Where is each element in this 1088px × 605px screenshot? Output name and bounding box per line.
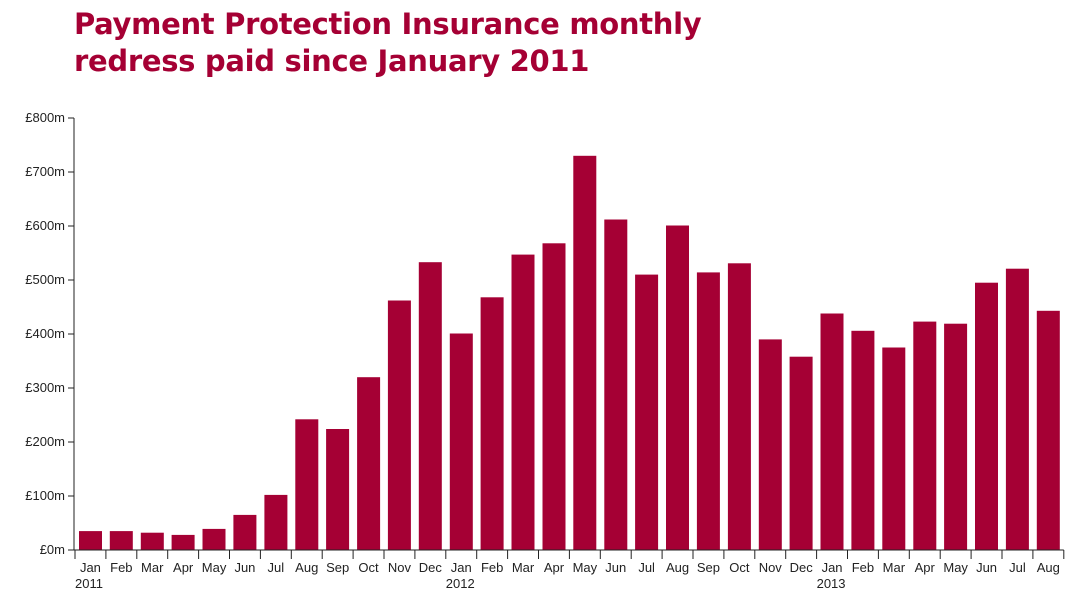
x-tick-label: May — [573, 560, 598, 575]
x-tick-label: Aug — [666, 560, 689, 575]
bar — [480, 297, 504, 550]
x-axis: Jan Feb Mar Apr May Jun Jul Aug Sep Oct Nov Dec Jan F… — [74, 549, 1065, 591]
x-tick-label: Jun — [976, 560, 997, 575]
x-tick-label: Feb — [852, 560, 874, 575]
bar — [573, 155, 597, 551]
x-tick-label: Nov — [759, 560, 783, 575]
bar — [79, 531, 102, 550]
bar — [449, 333, 473, 550]
bar — [233, 514, 257, 550]
x-tick-label: Jan — [822, 560, 843, 575]
x-tick-label: Dec — [419, 560, 443, 575]
y-tick-label: £800m — [25, 110, 65, 125]
x-tick-label: Jun — [605, 560, 626, 575]
y-tick-label: £600m — [25, 218, 65, 233]
x-tick-label: Apr — [173, 560, 194, 575]
bar — [418, 262, 442, 550]
bar — [357, 377, 381, 550]
x-tick-label: Mar — [883, 560, 906, 575]
bar — [820, 313, 844, 550]
y-tick-label: £0m — [40, 542, 65, 557]
y-tick-label: £400m — [25, 326, 65, 341]
y-axis: £0m £100m £200m £300m £400m £500m £600m £700m £8… — [25, 110, 75, 557]
x-tick-label: Jul — [1009, 560, 1026, 575]
x-tick-label: Aug — [295, 560, 318, 575]
x-tick-label: Dec — [790, 560, 814, 575]
y-tick-label: £100m — [25, 488, 65, 503]
bar — [944, 323, 968, 550]
y-tick-label: £500m — [25, 272, 65, 287]
bar — [758, 339, 782, 550]
bar — [789, 356, 813, 550]
y-tick-label: £200m — [25, 434, 65, 449]
bar — [882, 347, 906, 550]
x-year-label: 2011 — [75, 576, 103, 591]
bar — [511, 254, 535, 550]
bar — [975, 282, 998, 550]
bar — [1036, 310, 1060, 550]
x-tick-label: Apr — [915, 560, 936, 575]
bar — [696, 272, 720, 550]
bar — [140, 532, 164, 550]
x-tick-label: Jul — [268, 560, 285, 575]
bar — [604, 219, 628, 550]
bar — [295, 419, 319, 550]
x-tick-label: Mar — [512, 560, 535, 575]
y-tick-label: £300m — [25, 380, 65, 395]
x-tick-label: Aug — [1037, 560, 1060, 575]
bar — [542, 243, 566, 551]
chart-title: Payment Protection Insurance monthly red… — [74, 6, 702, 80]
x-tick-label: Nov — [388, 560, 412, 575]
x-tick-label: Apr — [544, 560, 565, 575]
bar — [851, 330, 875, 550]
x-tick-label: Jul — [638, 560, 655, 575]
x-tick-label: Jun — [234, 560, 255, 575]
x-year-label: 2013 — [817, 576, 846, 591]
x-tick-label: Jan — [80, 560, 101, 575]
bar — [913, 321, 937, 550]
bars-group — [79, 155, 1060, 551]
x-tick-label: May — [202, 560, 227, 575]
bar — [635, 274, 659, 550]
bar — [202, 528, 226, 550]
bar — [326, 429, 350, 550]
chart-title-line-2: redress paid since January 2011 — [74, 44, 590, 78]
bar — [109, 531, 133, 550]
x-tick-label: Oct — [729, 560, 750, 575]
x-tick-label: Mar — [141, 560, 164, 575]
x-year-label: 2012 — [446, 576, 475, 591]
chart-title-line-1: Payment Protection Insurance monthly — [74, 7, 702, 41]
x-tick-label: Sep — [697, 560, 720, 575]
bar — [387, 300, 411, 550]
x-tick-label: May — [943, 560, 968, 575]
bar — [171, 534, 195, 550]
bar — [264, 494, 288, 550]
bar — [727, 263, 751, 550]
x-tick-label: Feb — [481, 560, 503, 575]
y-tick-label: £700m — [25, 164, 65, 179]
bar — [666, 225, 689, 550]
bar — [1005, 268, 1029, 550]
x-tick-label: Sep — [326, 560, 349, 575]
x-tick-label: Feb — [110, 560, 132, 575]
x-tick-label: Jan — [451, 560, 472, 575]
x-tick-label: Oct — [358, 560, 379, 575]
